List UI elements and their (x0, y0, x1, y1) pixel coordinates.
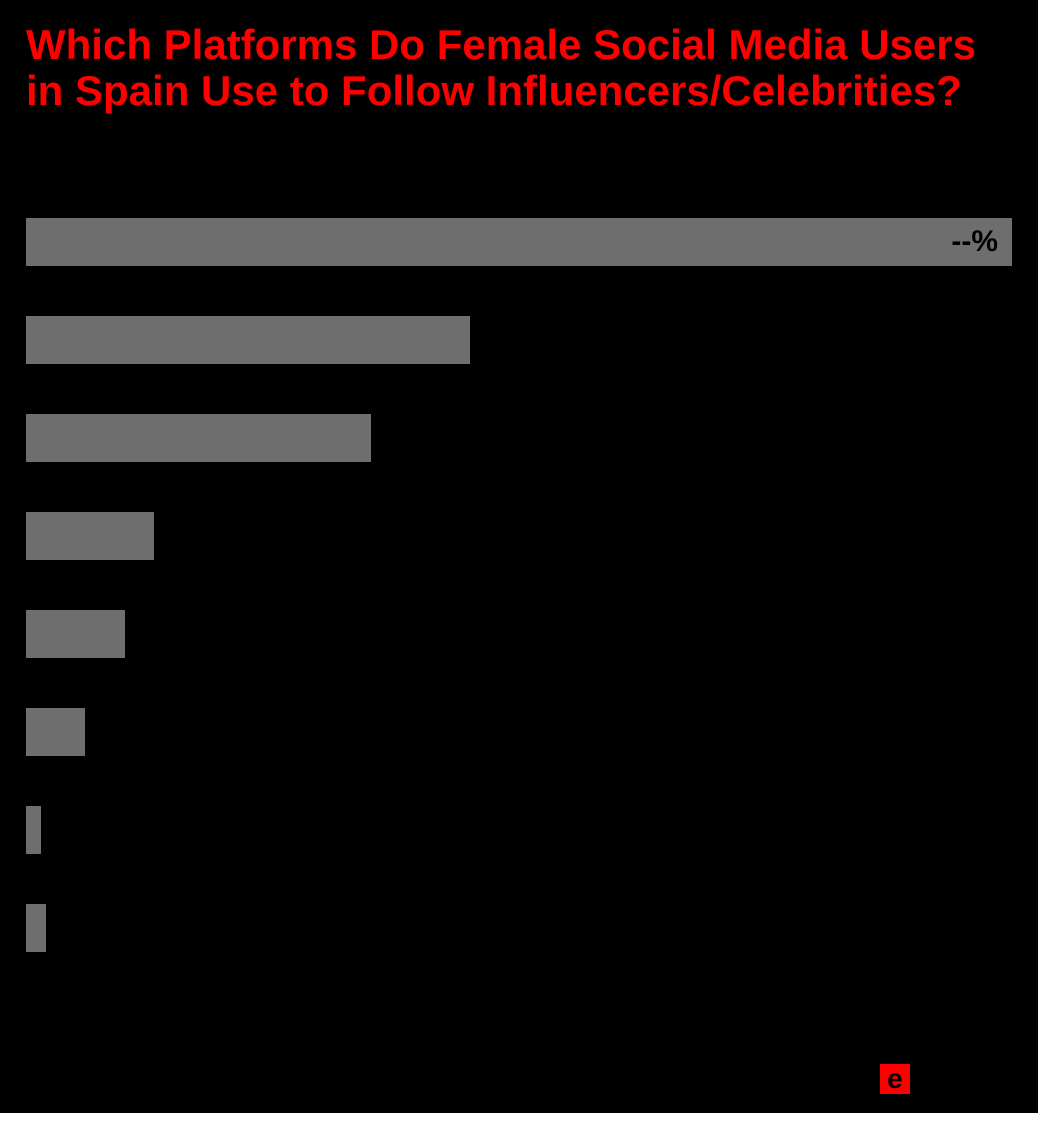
bar-value: --% (99, 715, 146, 749)
bar-wrap: --% (26, 316, 1012, 364)
bar-wrap: --% (26, 414, 1012, 462)
chart-subtitle: % of respondents, Jan 2019 (0, 122, 1038, 184)
bar: --% (26, 218, 1012, 266)
bar-row: Snapchat --% (26, 772, 1012, 854)
bar (26, 708, 85, 756)
bar-label: Twitter (26, 478, 1012, 506)
bar-wrap: --% (26, 512, 1012, 560)
chart-title: Which Platforms Do Female Social Media U… (0, 0, 1038, 122)
chart-container: Which Platforms Do Female Social Media U… (0, 0, 1038, 1113)
chart-source: Source: SAMY Road, "Followers Report Spa… (0, 1021, 1038, 1064)
bar-value: --% (484, 323, 531, 357)
bar-value: --% (55, 813, 102, 847)
bar (26, 806, 41, 854)
bar-row: Twitter --% (26, 478, 1012, 560)
bar-wrap: --% (26, 218, 1012, 266)
bar-value: --% (139, 617, 186, 651)
bar-row: Blogs --% (26, 576, 1012, 658)
bar-wrap: --% (26, 610, 1012, 658)
bar (26, 512, 154, 560)
bar-value: --% (168, 519, 215, 553)
chart-id: 246568 (26, 1074, 86, 1095)
logo: e Marketer (880, 1064, 1012, 1095)
bar-label: Blogs (26, 576, 1012, 604)
bar (26, 316, 470, 364)
bar-wrap: --% (26, 904, 1012, 952)
bar (26, 610, 125, 658)
chart-note: Note: ages 18-40 who follow social media… (0, 968, 1038, 1020)
bar-row: YouTube --% (26, 380, 1012, 462)
bar-row: Other --% (26, 870, 1012, 952)
bar-row: Facebook --% (26, 282, 1012, 364)
bar-label: YouTube (26, 380, 1012, 408)
bar-wrap: --% (26, 806, 1012, 854)
bar (26, 904, 46, 952)
bars-area: Instagram--%Facebook--%YouTube--%Twitter… (0, 184, 1038, 952)
logo-text: Marketer (912, 1067, 1012, 1095)
bar-label: Other (26, 870, 1012, 898)
bar-label: 21 Buttons (26, 674, 1012, 702)
bar-row: Instagram --% (26, 184, 1012, 266)
bar-label: Instagram (26, 184, 1012, 212)
bar-label: Facebook (26, 282, 1012, 310)
logo-e-icon: e (880, 1064, 910, 1094)
bar-value: --% (951, 225, 998, 259)
bar (26, 414, 371, 462)
chart-footer: 246568 e Marketer (0, 1064, 1038, 1113)
bar-value: --% (60, 911, 107, 945)
bar-label: Snapchat (26, 772, 1012, 800)
bar-wrap: --% (26, 708, 1012, 756)
bar-row: 21 Buttons --% (26, 674, 1012, 756)
bar-value: --% (385, 421, 432, 455)
